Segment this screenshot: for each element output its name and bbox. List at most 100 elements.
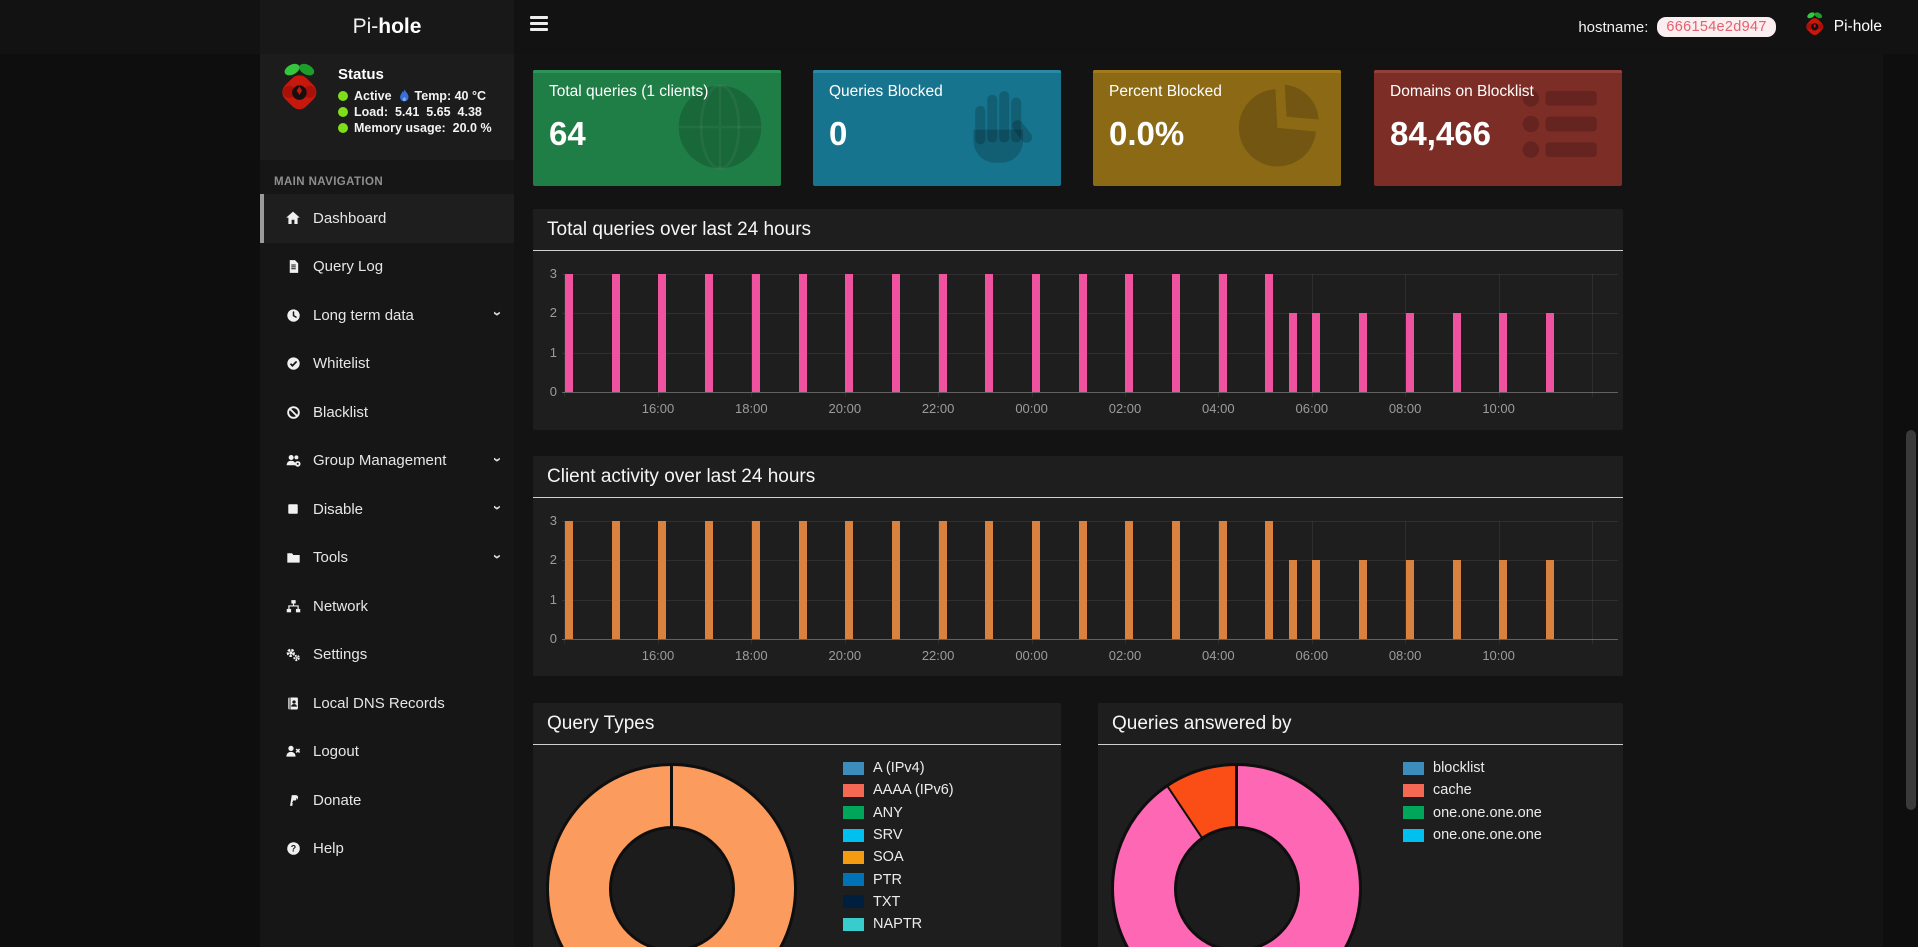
legend-item[interactable]: AAAA (IPv6) [843,779,954,801]
sidebar-item-label: Donate [313,791,362,809]
status-active-row: Active Temp: 40 °C [338,88,502,104]
donut-chart[interactable] [1111,763,1362,947]
stat-card-queries-blocked[interactable]: Queries Blocked 0 [813,70,1061,186]
query-types-donut-canvas[interactable]: A (IPv4) AAAA (IPv6) ANY SRV SOA PTR TXT NAPTR [533,745,1061,947]
x-axis-label: 08:00 [1388,401,1422,416]
sidebar-item-tools[interactable]: Tools › [260,534,514,583]
sidebar-item-label: Help [313,840,344,858]
client-activity-chart-canvas[interactable]: 0 1 2 3 16:00 18:00 20:00 22:00 00:00 02:00 04:00 0… [533,498,1623,676]
chart-legend: A (IPv4) AAAA (IPv6) ANY SRV SOA PTR TXT NAPTR [843,757,954,935]
sidebar-item-label: Group Management [313,452,447,470]
legend-item[interactable]: ANY [843,802,954,824]
bar [1125,521,1134,639]
app-logo[interactable]: Pi-hole [260,0,514,54]
sidebar-item-label: Query Log [313,258,384,276]
bar [1172,274,1181,392]
legend-item[interactable]: PTR [843,868,954,890]
main-navigation: Dashboard Query Log Long term data › Whiteli… [260,194,514,873]
status-dot-icon [338,107,348,117]
legend-item[interactable]: cache [1403,779,1542,801]
legend-item[interactable]: blocklist [1403,757,1542,779]
stop-icon [283,502,303,516]
sidebar-item-network[interactable]: Network [260,582,514,631]
sidebar-item-label: Settings [313,646,368,664]
stat-card-domains-on-blocklist[interactable]: Domains on Blocklist 84,466 [1374,70,1622,186]
legend-item[interactable]: NAPTR [843,913,954,935]
legend-item[interactable]: SOA [843,846,954,868]
x-axis-label: 18:00 [735,401,768,416]
sidebar-item-dashboard[interactable]: Dashboard [260,194,514,243]
status-temp: Temp: 40 °C [414,89,486,103]
sidebar-item-logout[interactable]: Logout [260,728,514,777]
bar [1545,560,1554,639]
bar [611,521,620,639]
bar [891,274,900,392]
sidebar-item-long-term-data[interactable]: Long term data › [260,291,514,340]
bar [565,521,573,639]
legend-label: SOA [873,849,904,866]
stat-card-percent-blocked[interactable]: Percent Blocked 0.0% [1093,70,1341,186]
users-gear-icon [283,453,303,468]
sidebar-item-label: Blacklist [313,403,369,421]
address-book-icon [283,696,303,711]
status-memory: Memory usage: 20.0 % [354,121,492,135]
x-axis-label: 18:00 [735,648,768,663]
sidebar-item-blacklist[interactable]: Blacklist [260,388,514,437]
donut-hole [1173,825,1300,947]
sidebar-item-label: Network [313,597,369,615]
legend-swatch [843,783,864,797]
paypal-icon [283,793,303,808]
sidebar-item-whitelist[interactable]: Whitelist [260,340,514,389]
legend-swatch [1403,783,1424,797]
x-axis-label: 08:00 [1388,648,1422,663]
bar [938,274,947,392]
card-value: 0.0% [1109,115,1185,152]
chevron-down-icon: › [489,456,506,462]
total-queries-chart-canvas[interactable]: 0 1 2 3 16:00 18:00 20:00 22:00 00:00 02:00 04:00 0… [533,251,1623,430]
bar [1405,560,1414,639]
donut-chart[interactable] [546,763,797,947]
hostname-badge: 666154e2d947 [1657,17,1776,37]
svg-text:?: ? [290,844,295,854]
check-circle-icon [283,356,303,371]
legend-item[interactable]: A (IPv4) [843,757,954,779]
stat-card-total-queries-1-clients-[interactable]: Total queries (1 clients) 64 [533,70,781,186]
bar [705,521,714,639]
x-axis-label: 00:00 [1015,648,1048,663]
sidebar-item-local-dns-records[interactable]: Local DNS Records [260,679,514,728]
bar [1031,521,1040,639]
legend-item[interactable]: one.one.one.one [1403,824,1542,846]
status-load-row: Load: 5.41 5.65 4.38 [338,104,502,120]
home-icon [283,210,303,226]
bar [751,274,760,392]
bar [985,521,994,639]
bar [1078,274,1087,392]
client-activity-chart-panel: Client activity over last 24 hours 0 1 2 3 1… [533,456,1623,676]
legend-item[interactable]: one.one.one.one [1403,802,1542,824]
sidebar-item-help[interactable]: ? Help [260,825,514,874]
folder-icon [283,550,303,565]
hamburger-menu-button[interactable] [530,16,552,38]
bar [1452,313,1461,392]
temperature-flame-icon [399,89,410,103]
card-title: Total queries (1 clients) [549,83,709,100]
sidebar-item-disable[interactable]: Disable › [260,485,514,534]
bar [658,521,667,639]
sidebar-item-query-log[interactable]: Query Log [260,243,514,292]
chart-title: Query Types [547,713,655,734]
bar [845,521,854,639]
scrollbar[interactable] [1906,430,1916,810]
x-axis-label: 04:00 [1202,648,1235,663]
sidebar-item-label: Local DNS Records [313,694,445,712]
legend-item[interactable]: TXT [843,891,954,913]
bar [1265,521,1274,639]
x-axis-label: 16:00 [641,401,675,416]
legend-item[interactable]: SRV [843,824,954,846]
sidebar-item-settings[interactable]: Settings [260,631,514,680]
queries-answered-by-donut-canvas[interactable]: blocklist cache one.one.one.one one.one.one… [1098,745,1623,947]
sidebar-item-group-management[interactable]: Group Management › [260,437,514,486]
bar [1289,313,1297,392]
sidebar-item-donate[interactable]: Donate [260,776,514,825]
legend-label: blocklist [1433,760,1485,777]
bar [1452,560,1461,639]
